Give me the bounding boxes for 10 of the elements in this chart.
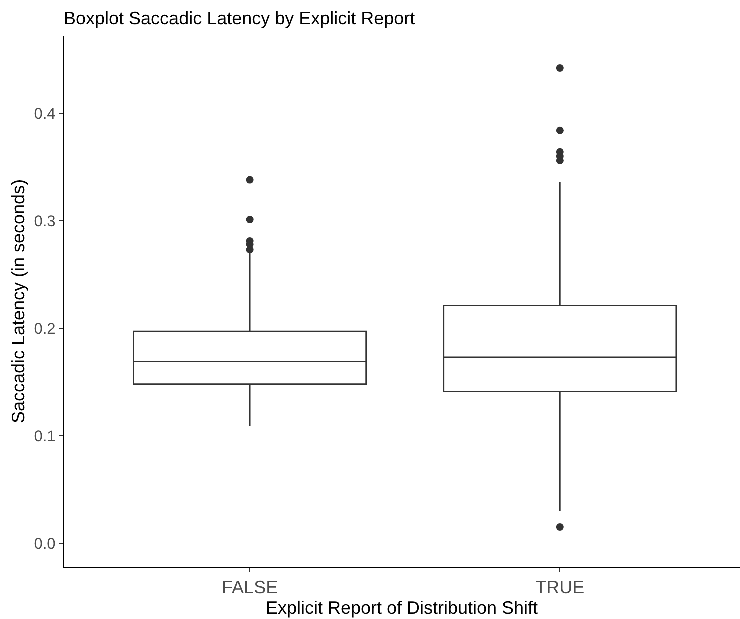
- y-tick-label: 0.1: [34, 428, 56, 446]
- x-axis-title: Explicit Report of Distribution Shift: [266, 598, 538, 618]
- y-tick-label: 0.4: [34, 106, 56, 123]
- y-axis-title: Saccadic Latency (in seconds): [8, 179, 28, 424]
- chart-title: Boxplot Saccadic Latency by Explicit Report: [64, 8, 416, 28]
- y-tick-label: 0.3: [34, 213, 56, 230]
- y-tick-label: 0.2: [34, 320, 56, 338]
- x-tick-label: TRUE: [536, 578, 585, 598]
- y-tick-label: 0.0: [34, 536, 56, 553]
- x-tick-label: FALSE: [222, 578, 278, 598]
